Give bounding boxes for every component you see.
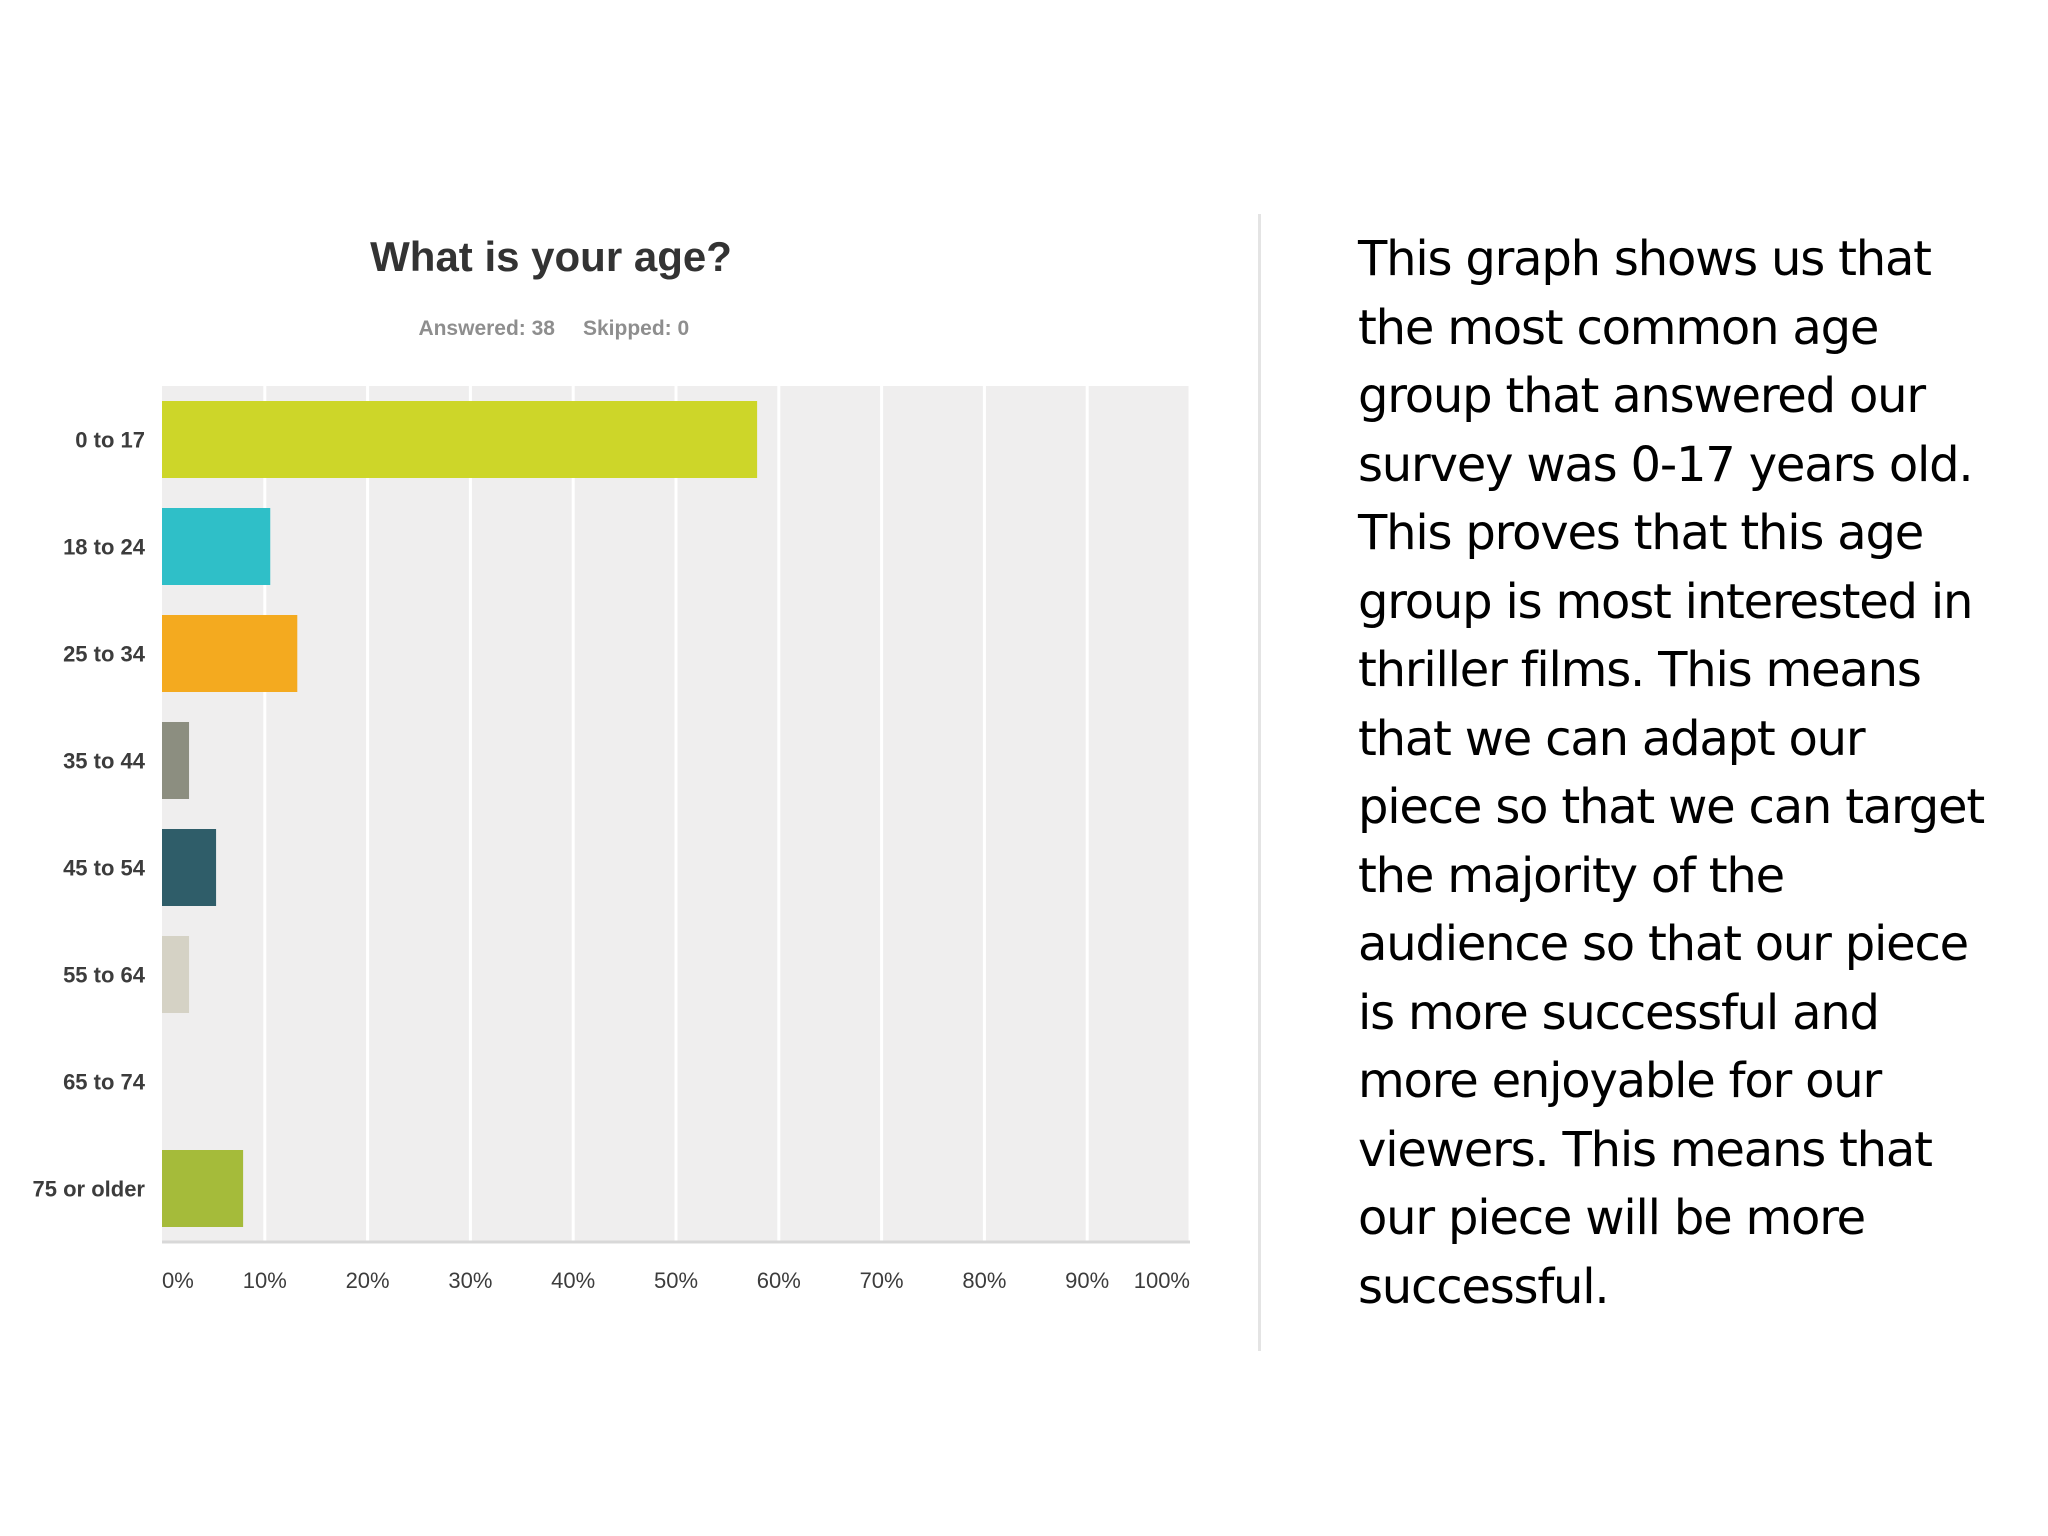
commentary-line: is more successful and — [1358, 984, 1880, 1041]
bar — [162, 722, 190, 799]
category-label: 35 to 44 — [63, 749, 146, 774]
bars — [162, 401, 758, 1227]
bar — [162, 829, 217, 906]
gridlines — [263, 386, 1192, 1242]
commentary-line: that we can adapt our — [1358, 710, 1866, 767]
x-tick-label: 70% — [860, 1268, 904, 1293]
category-label: 55 to 64 — [63, 963, 146, 988]
x-tick-label: 30% — [448, 1268, 492, 1293]
age-bar-chart: What is your age? Answered: 38 Skipped: … — [33, 233, 1192, 1293]
bar — [162, 936, 190, 1013]
commentary-line: thriller films. This means — [1358, 642, 1922, 698]
bar — [162, 401, 758, 478]
x-tick-label: 10% — [243, 1268, 287, 1293]
category-label: 0 to 17 — [75, 428, 145, 453]
category-label: 18 to 24 — [63, 535, 146, 560]
x-tick-label: 50% — [654, 1268, 698, 1293]
commentary-line: the majority of the — [1358, 847, 1785, 904]
commentary-line: audience so that our piece — [1358, 916, 1969, 972]
x-tick-label: 100% — [1134, 1268, 1190, 1293]
x-tick-label: 0% — [162, 1268, 194, 1293]
chart-title: What is your age? — [370, 233, 732, 280]
commentary-text: This graph shows us that the most common … — [1358, 225, 2018, 1321]
commentary-line: piece so that we can target — [1358, 779, 1985, 835]
category-labels: 0 to 17 18 to 24 25 to 34 35 to 44 45 to 54 5… — [33, 428, 146, 1202]
commentary-line: the most common age — [1358, 299, 1879, 356]
bar — [162, 615, 298, 692]
commentary-line: survey was 0-17 years old. — [1358, 436, 1974, 493]
panel-divider — [1258, 214, 1261, 1351]
commentary-line: successful. — [1358, 1258, 1610, 1315]
commentary-line: This proves that this age — [1358, 505, 1924, 561]
x-tick-label: 20% — [346, 1268, 390, 1293]
commentary-line: more enjoyable for our — [1358, 1053, 1882, 1109]
category-label: 75 or older — [33, 1177, 146, 1202]
x-tick-labels: 0% 10% 20% 30% 40% 50% 60% 70% 80% 90% 100% — [162, 1268, 1190, 1293]
commentary-line: viewers. This means that — [1358, 1121, 1933, 1178]
commentary-line: our piece will be more — [1358, 1190, 1866, 1246]
commentary-line: group that answered our — [1358, 368, 1926, 424]
chart-answered-count: Answered: 38 — [418, 317, 555, 340]
category-label: 45 to 54 — [63, 856, 146, 881]
age-chart-panel: What is your age? Answered: 38 Skipped: … — [33, 233, 1192, 1293]
bar — [162, 508, 271, 585]
commentary-line: This graph shows us that — [1358, 231, 1932, 287]
x-tick-label: 40% — [551, 1268, 595, 1293]
category-label: 25 to 34 — [63, 642, 146, 667]
chart-skipped-count: Skipped: 0 — [583, 317, 689, 340]
category-label: 65 to 74 — [63, 1070, 146, 1095]
x-tick-label: 90% — [1065, 1268, 1109, 1293]
commentary-line: group is most interested in — [1358, 573, 1973, 630]
x-tick-label: 80% — [962, 1268, 1006, 1293]
x-tick-label: 60% — [757, 1268, 801, 1293]
bar — [162, 1150, 244, 1227]
